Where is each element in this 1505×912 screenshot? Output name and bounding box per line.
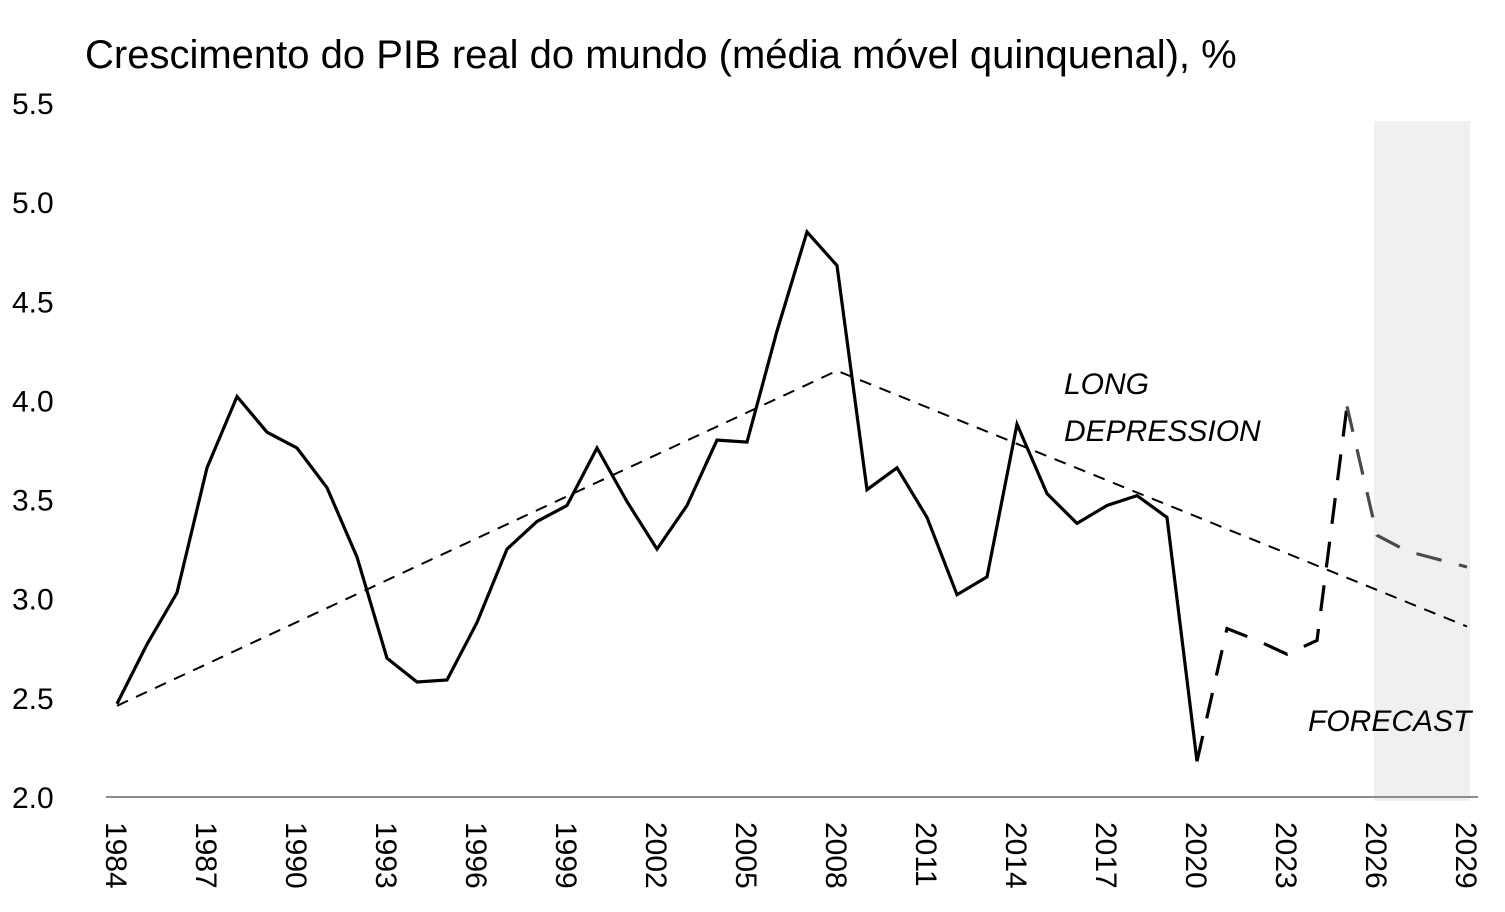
annotation-long: LONG (1064, 368, 1149, 401)
x-tick-label: 2023 (1269, 822, 1302, 889)
x-tick-label: 1990 (279, 822, 312, 889)
x-axis-ticks: 1984 1987 1990 1993 1996 1999 2002 2005 2008 2011… (99, 822, 1482, 889)
series-line-dashed-grey (1345, 406, 1468, 569)
y-tick-label: 4.5 (12, 286, 54, 319)
x-tick-label: 2008 (819, 822, 852, 889)
y-tick-label: 5.5 (12, 88, 54, 121)
y-tick-label: 4.0 (12, 385, 54, 418)
x-tick-label: 2011 (909, 822, 942, 887)
x-tick-label: 2026 (1359, 822, 1392, 889)
series-line-dashed (1195, 406, 1349, 762)
series-group (115, 228, 1468, 762)
x-tick-label: 2002 (639, 822, 672, 889)
x-tick-label: 1984 (99, 822, 132, 889)
annotation-depression: DEPRESSION (1064, 415, 1261, 448)
y-tick-label: 2.0 (12, 782, 54, 815)
y-axis-ticks: 2.0 2.5 3.0 3.5 4.0 4.5 5.0 5.5 (12, 88, 54, 815)
series-line-trend (116, 369, 1468, 707)
x-tick-label: 2014 (999, 822, 1032, 889)
y-tick-label: 5.0 (12, 187, 54, 220)
x-tick-label: 1993 (369, 822, 402, 889)
x-tick-label: 2020 (1179, 822, 1212, 889)
x-tick-label: 2029 (1449, 822, 1482, 889)
forecast-region (1374, 121, 1470, 801)
x-tick-label: 2017 (1089, 822, 1122, 889)
x-tick-label: 2005 (729, 822, 762, 889)
y-tick-label: 3.0 (12, 584, 54, 617)
x-tick-label: 1996 (459, 822, 492, 889)
y-tick-label: 3.5 (12, 485, 54, 518)
series-line-solid (115, 228, 1199, 762)
annotation-forecast: FORECAST (1308, 705, 1474, 738)
y-tick-label: 2.5 (12, 683, 54, 716)
x-tick-label: 1987 (189, 822, 222, 889)
x-tick-label: 1999 (549, 822, 582, 889)
chart-title: Crescimento do PIB real do mundo (média … (85, 33, 1237, 77)
